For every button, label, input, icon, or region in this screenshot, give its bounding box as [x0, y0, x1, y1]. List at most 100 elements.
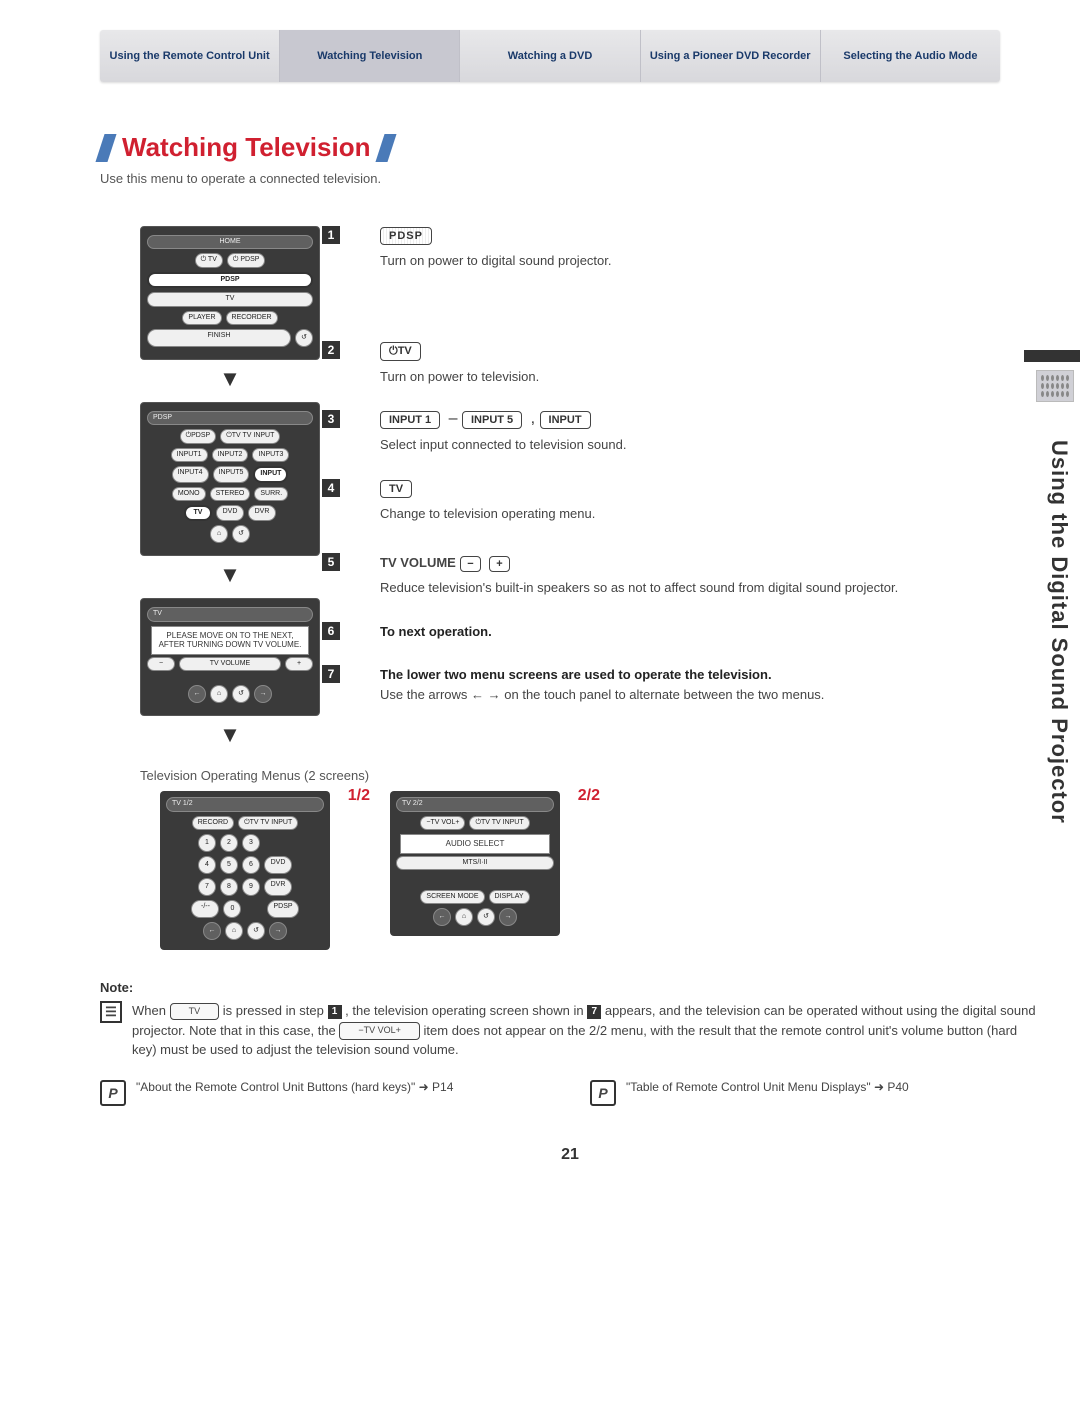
- step-text: Reduce television's built-in speakers so…: [380, 578, 980, 598]
- tab-audio-mode[interactable]: Selecting the Audio Mode: [821, 30, 1000, 82]
- input5-button[interactable]: INPUT5: [213, 466, 250, 482]
- dash-button[interactable]: -/--: [191, 900, 219, 918]
- side-dots-icon: [1036, 370, 1074, 402]
- num-2-button[interactable]: 2: [220, 834, 238, 852]
- minus-step-button: −: [460, 556, 480, 572]
- right-arrow-button[interactable]: →: [269, 922, 287, 940]
- left-arrow-button[interactable]: ←: [203, 922, 221, 940]
- step-number: 5: [322, 553, 340, 571]
- input-button[interactable]: INPUT: [253, 466, 288, 482]
- left-arrow-button[interactable]: ←: [188, 685, 206, 703]
- menus-caption: Television Operating Menus (2 screens): [140, 768, 1040, 783]
- title-marker-left: [95, 134, 116, 162]
- tv-input-button[interactable]: ⏻TV TV INPUT: [469, 816, 529, 830]
- back-icon-button[interactable]: ↺: [247, 922, 265, 940]
- section-subtitle: Use this menu to operate a connected tel…: [100, 171, 1040, 186]
- tab-watching-dvd[interactable]: Watching a DVD: [460, 30, 640, 82]
- page-ref-text: "About the Remote Control Unit Buttons (…: [136, 1080, 453, 1094]
- num-1-button[interactable]: 1: [198, 834, 216, 852]
- stereo-button[interactable]: STEREO: [210, 487, 251, 501]
- pdsp-header: PDSP: [147, 411, 313, 425]
- remote-screen-2: PDSP ⏻PDSP ⏻TV TV INPUT INPUT1 INPUT2 IN…: [140, 402, 320, 556]
- num-7-button[interactable]: 7: [198, 878, 216, 896]
- step-bold-text: To next operation.: [380, 624, 492, 639]
- home-icon-button[interactable]: ⌂: [225, 922, 243, 940]
- back-icon-button[interactable]: ↺: [477, 908, 495, 926]
- num-8-button[interactable]: 8: [220, 878, 238, 896]
- input1-step-button: INPUT 1: [380, 411, 440, 429]
- input-step-button: INPUT: [540, 411, 591, 429]
- step-text: Change to television operating menu.: [380, 504, 980, 524]
- top-tab-bar: Using the Remote Control Unit Watching T…: [100, 30, 1000, 82]
- step-ref-1: 1: [328, 1005, 342, 1019]
- remote-screen-3: TV PLEASE MOVE ON TO THE NEXT, AFTER TUR…: [140, 598, 320, 716]
- home-button[interactable]: HOME: [147, 235, 313, 249]
- home-icon-button[interactable]: ⌂: [210, 525, 228, 543]
- input2-button[interactable]: INPUT2: [212, 448, 249, 462]
- screen-mode-button[interactable]: SCREEN MODE: [420, 890, 484, 904]
- num-4-button[interactable]: 4: [198, 856, 216, 874]
- power-tv-button[interactable]: ⏻ TV: [195, 253, 223, 267]
- menu-page-indicator: 2/2: [578, 787, 600, 805]
- tv-inline-button: TV: [170, 1003, 220, 1021]
- num-5-button[interactable]: 5: [220, 856, 238, 874]
- power-tv-input-button[interactable]: ⏻TV TV INPUT: [220, 429, 280, 443]
- side-tab-label: Using the Digital Sound Projector: [1038, 420, 1080, 844]
- surround-button[interactable]: SURR.: [254, 487, 288, 501]
- step-number: 1: [322, 226, 340, 244]
- side-tab-marker: [1024, 350, 1080, 362]
- home-icon-button[interactable]: ⌂: [455, 908, 473, 926]
- home-icon-button[interactable]: ⌂: [210, 685, 228, 703]
- power-tv-step-button: ⏻TV: [380, 342, 421, 361]
- input3-button[interactable]: INPUT3: [252, 448, 289, 462]
- tab-remote-control[interactable]: Using the Remote Control Unit: [100, 30, 280, 82]
- recorder-button[interactable]: RECORDER: [226, 311, 278, 325]
- tv-volume-up-button[interactable]: +: [285, 657, 313, 671]
- right-arrow-button[interactable]: →: [499, 908, 517, 926]
- tab-watching-tv[interactable]: Watching Television: [280, 30, 460, 82]
- tv-volume-label: TV VOLUME: [179, 657, 281, 671]
- tv-vol-button[interactable]: −TV VOL+: [420, 816, 465, 830]
- right-arrow-button[interactable]: →: [254, 685, 272, 703]
- dvd-button[interactable]: DVD: [264, 856, 292, 874]
- tv-step-button: TV: [380, 480, 412, 498]
- dvr-button[interactable]: DVR: [264, 878, 292, 896]
- tv-mode-button[interactable]: TV: [184, 505, 212, 521]
- player-button[interactable]: PLAYER: [182, 311, 221, 325]
- down-arrow-icon: ▼: [140, 722, 320, 748]
- num-0-button[interactable]: 0: [223, 900, 241, 918]
- num-3-button[interactable]: 3: [242, 834, 260, 852]
- mts-button[interactable]: MTS/I·II: [396, 856, 554, 870]
- menu-header: TV 2/2: [396, 797, 554, 811]
- dvd-mode-button[interactable]: DVD: [216, 505, 244, 521]
- mono-button[interactable]: MONO: [172, 487, 206, 501]
- audio-select-label: AUDIO SELECT: [400, 834, 550, 854]
- input4-button[interactable]: INPUT4: [172, 466, 209, 482]
- pdsp-button[interactable]: PDSP: [267, 900, 298, 918]
- step-number: 6: [322, 622, 340, 640]
- note-icon: ☰: [100, 1001, 122, 1023]
- tv-bar-button[interactable]: TV: [147, 292, 313, 306]
- title-marker-right: [376, 134, 397, 162]
- left-arrow-button[interactable]: ←: [433, 908, 451, 926]
- display-button[interactable]: DISPLAY: [489, 890, 530, 904]
- pdsp-bar-button[interactable]: PDSP: [147, 272, 313, 288]
- dvr-mode-button[interactable]: DVR: [248, 505, 276, 521]
- page-ref-icon: P: [100, 1080, 126, 1106]
- num-9-button[interactable]: 9: [242, 878, 260, 896]
- step-number: 4: [322, 479, 340, 497]
- back-button[interactable]: ↺: [295, 329, 313, 347]
- num-6-button[interactable]: 6: [242, 856, 260, 874]
- tv-volume-down-button[interactable]: −: [147, 657, 175, 671]
- power-pdsp-button[interactable]: ⏻PDSP: [180, 429, 217, 443]
- back-icon-button[interactable]: ↺: [232, 685, 250, 703]
- tab-pioneer-dvd-recorder[interactable]: Using a Pioneer DVD Recorder: [641, 30, 821, 82]
- record-button[interactable]: RECORD: [192, 816, 234, 830]
- tv-input-button[interactable]: ⏻TV TV INPUT: [238, 816, 298, 830]
- power-pdsp-button[interactable]: ⏻ PDSP: [227, 253, 266, 267]
- input1-button[interactable]: INPUT1: [171, 448, 208, 462]
- step-text: Select input connected to television sou…: [380, 435, 980, 455]
- down-arrow-icon: ▼: [140, 562, 320, 588]
- finish-button[interactable]: FINISH: [147, 329, 291, 347]
- back-icon-button[interactable]: ↺: [232, 525, 250, 543]
